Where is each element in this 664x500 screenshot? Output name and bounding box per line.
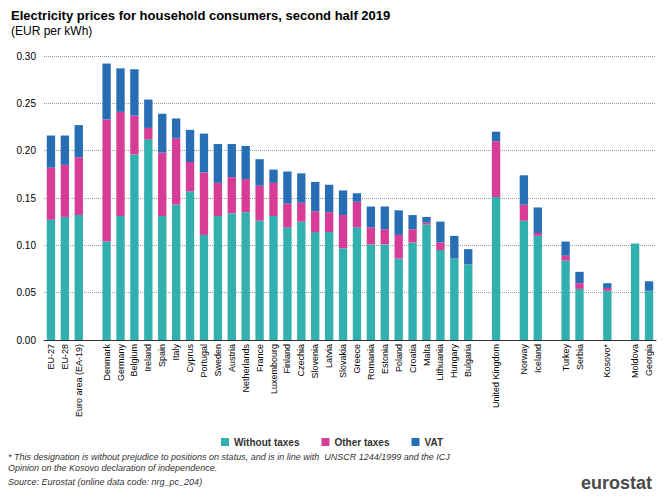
svg-text:Czechia: Czechia: [296, 344, 306, 377]
svg-text:0.10: 0.10: [17, 240, 37, 251]
svg-text:* This designation is without: * This designation is without prejudice …: [8, 452, 450, 462]
svg-text:Iceland: Iceland: [533, 344, 543, 373]
svg-text:Finland: Finland: [282, 344, 292, 374]
svg-text:0.25: 0.25: [17, 98, 37, 109]
svg-text:0.15: 0.15: [17, 193, 37, 204]
svg-text:0.00: 0.00: [17, 335, 37, 346]
svg-text:Serbia: Serbia: [575, 344, 585, 370]
svg-text:United Kingdom: United Kingdom: [491, 344, 501, 408]
svg-text:Poland: Poland: [394, 344, 404, 372]
svg-text:Hungary: Hungary: [449, 344, 459, 379]
svg-text:0.05: 0.05: [17, 287, 37, 298]
svg-text:Denmark: Denmark: [102, 344, 112, 381]
svg-text:Electricity prices for househo: Electricity prices for household consume…: [11, 8, 390, 23]
svg-text:Malta: Malta: [422, 344, 432, 366]
svg-text:Belgium: Belgium: [129, 344, 139, 377]
svg-text:Luxembourg: Luxembourg: [269, 344, 279, 394]
svg-text:(EUR per kWh): (EUR per kWh): [11, 24, 92, 38]
svg-text:Turkey: Turkey: [561, 344, 571, 372]
svg-text:Austria: Austria: [227, 344, 237, 372]
svg-text:Estonia: Estonia: [380, 344, 390, 374]
svg-text:Opinion on the Kosovo declarat: Opinion on the Kosovo declaration of ind…: [8, 463, 217, 473]
svg-text:Kosovo*: Kosovo*: [602, 344, 612, 378]
svg-text:Italy: Italy: [171, 344, 181, 361]
svg-text:EU-28: EU-28: [60, 344, 70, 370]
svg-text:Bulgaria: Bulgaria: [463, 344, 473, 377]
svg-text:Slovakia: Slovakia: [338, 344, 348, 378]
svg-text:0.20: 0.20: [17, 145, 37, 156]
svg-text:Romania: Romania: [366, 344, 376, 380]
svg-text:Cyprus: Cyprus: [185, 344, 195, 373]
svg-text:Germany: Germany: [116, 344, 126, 382]
svg-text:Georgia: Georgia: [644, 344, 654, 376]
svg-text:Moldova: Moldova: [630, 344, 640, 378]
svg-text:Norway: Norway: [519, 344, 529, 375]
svg-text:Ireland: Ireland: [143, 344, 153, 372]
svg-text:Croatia: Croatia: [408, 344, 418, 373]
svg-text:Source: Eurostat (online data: Source: Eurostat (online data code: nrg_…: [8, 477, 202, 487]
svg-text:VAT: VAT: [424, 437, 443, 448]
svg-text:Spain: Spain: [157, 344, 167, 367]
svg-text:Latvia: Latvia: [324, 344, 334, 368]
svg-text:France: France: [255, 344, 265, 372]
svg-text:Without taxes: Without taxes: [234, 437, 300, 448]
svg-text:0.30: 0.30: [17, 51, 37, 62]
svg-text:eurostat: eurostat: [581, 473, 652, 493]
svg-text:Greece: Greece: [352, 344, 362, 374]
svg-text:Lithuania: Lithuania: [435, 344, 445, 381]
svg-text:Other taxes: Other taxes: [334, 437, 389, 448]
svg-text:Sweden: Sweden: [213, 344, 223, 377]
svg-text:Netherlands: Netherlands: [241, 344, 251, 393]
svg-text:EU-27: EU-27: [46, 344, 56, 370]
svg-text:Euro area (EA-19): Euro area (EA-19): [74, 344, 84, 417]
svg-text:Portugal: Portugal: [199, 344, 209, 378]
svg-text:Slovenia: Slovenia: [310, 344, 320, 379]
